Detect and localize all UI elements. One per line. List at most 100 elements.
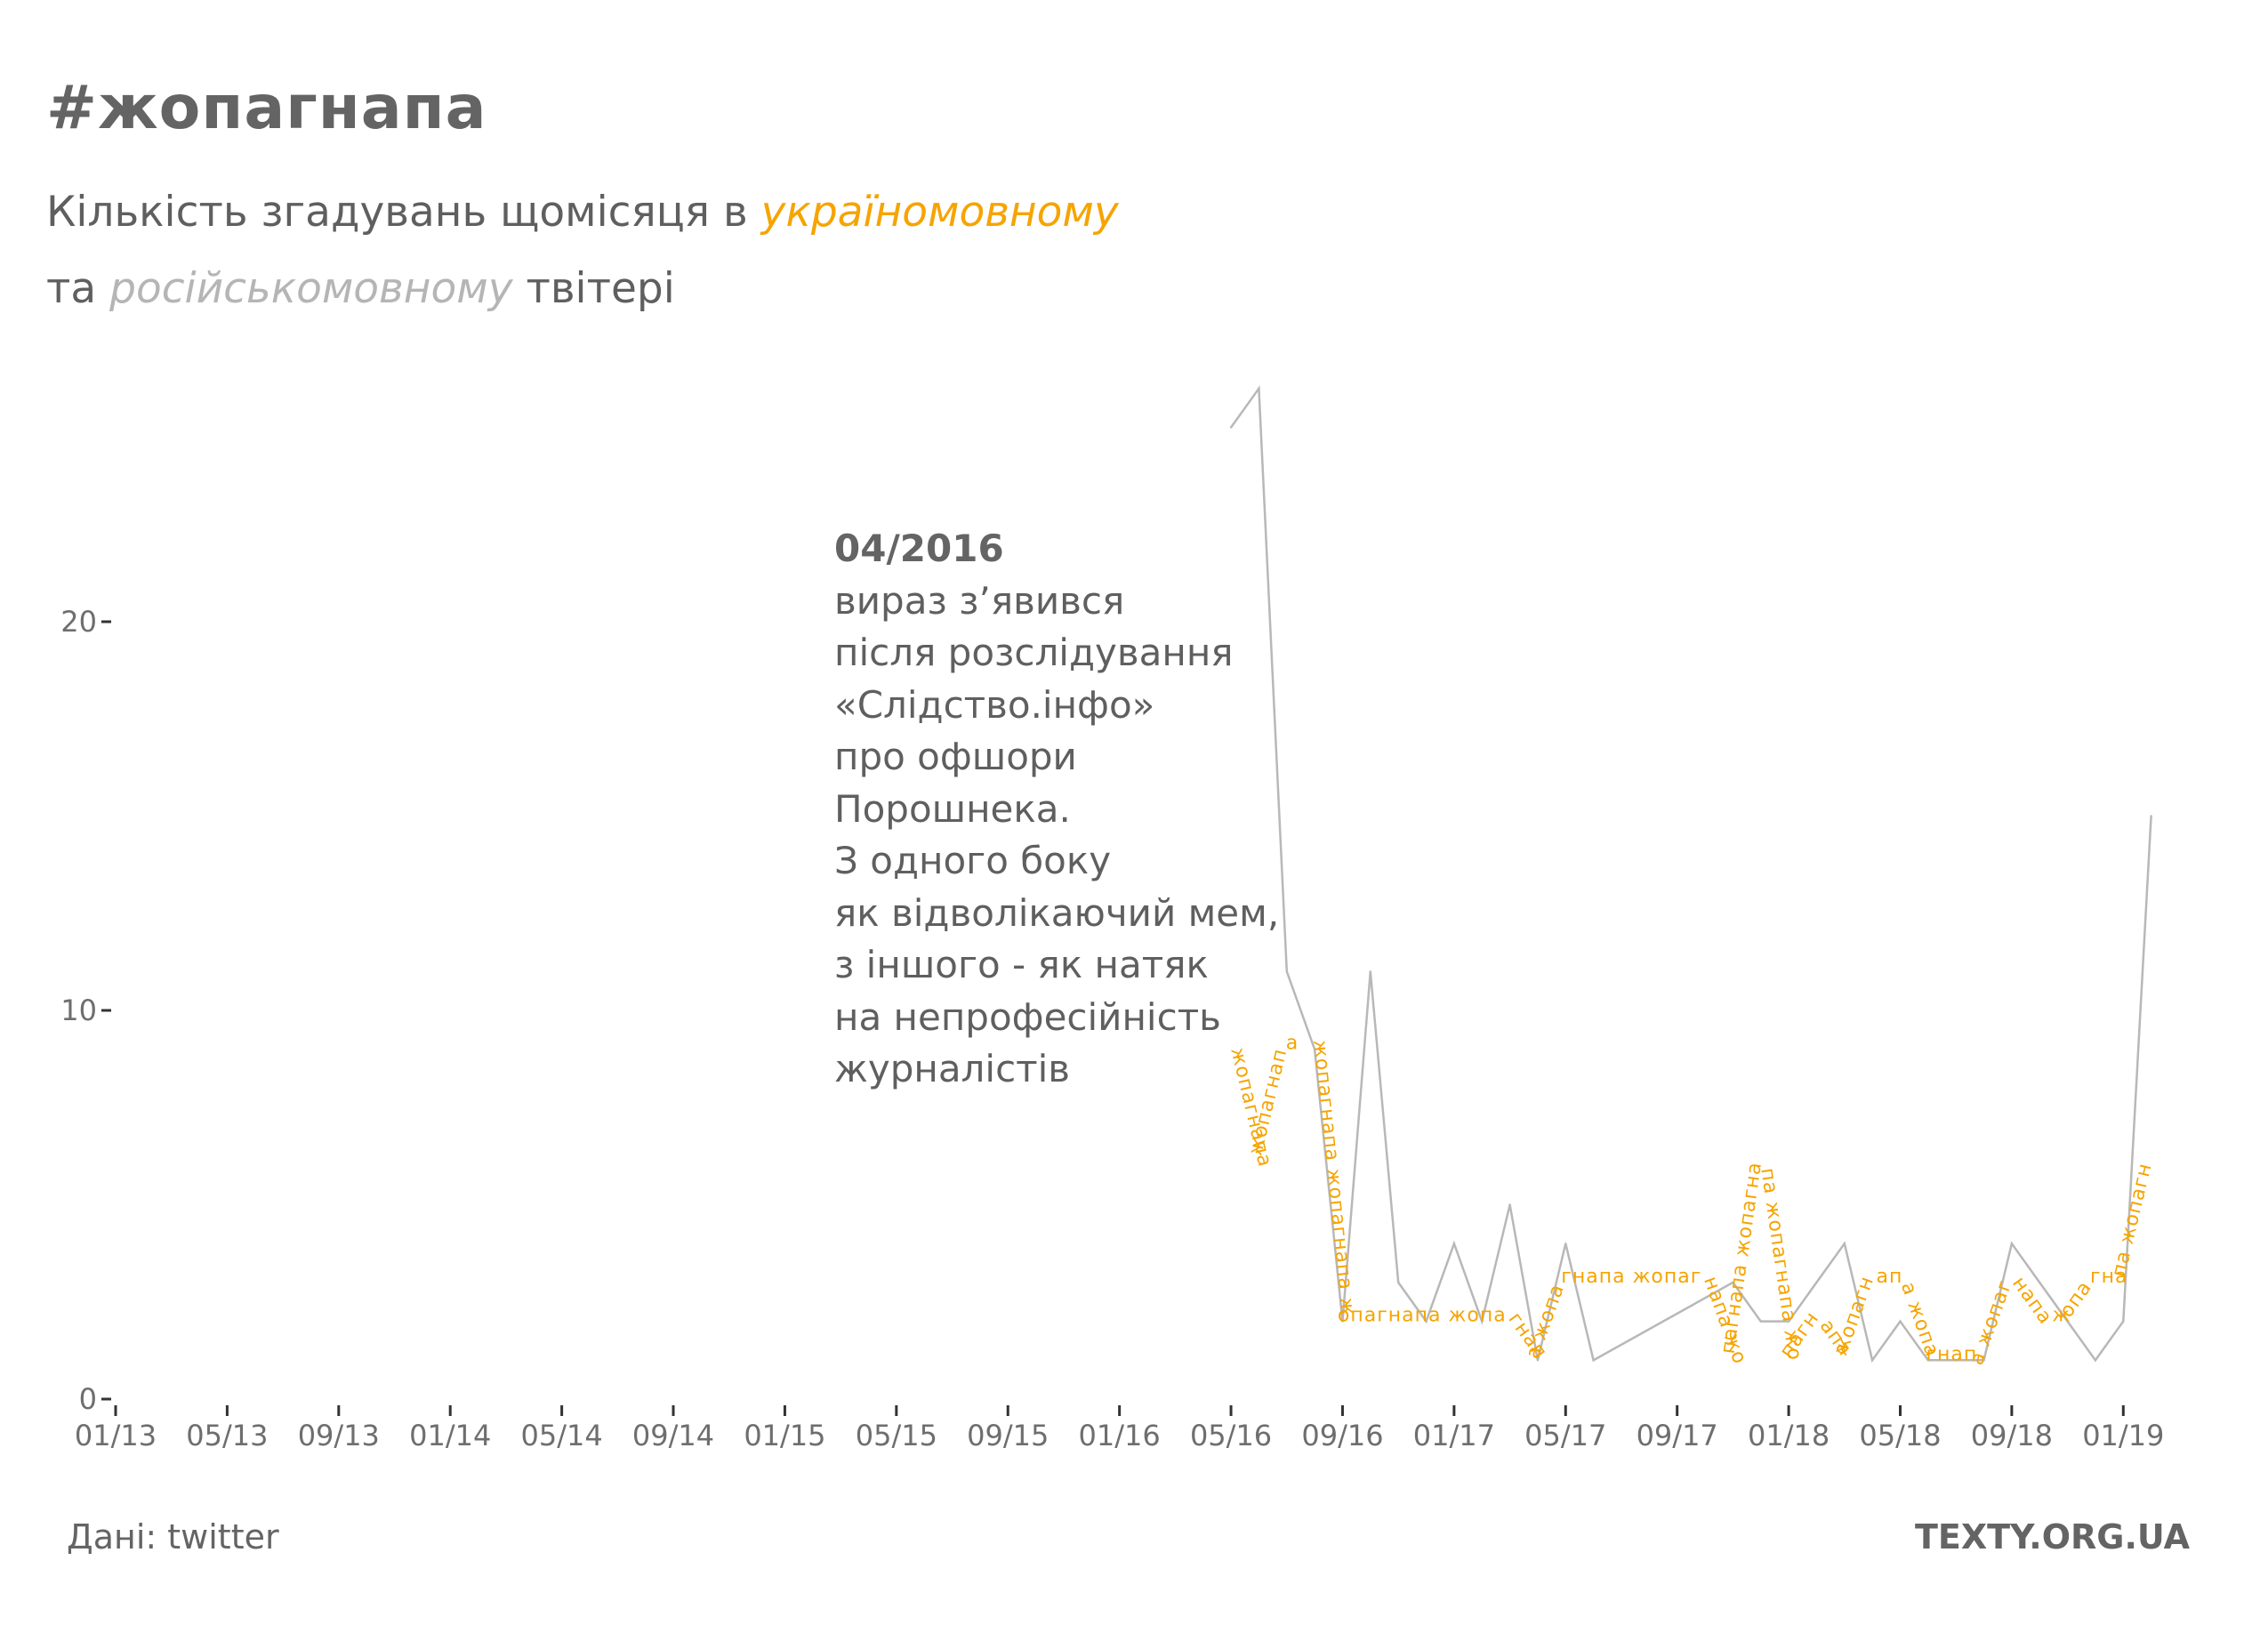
x-axis: 01/13 05/13 09/13 01/14 05/14 09/14 01/15 05/15… xyxy=(75,1405,2164,1452)
data-point-ru xyxy=(1954,1359,1958,1362)
x-tick-label: 09/18 xyxy=(1971,1419,2053,1452)
data-point-ru xyxy=(1870,1359,1874,1362)
annotation-line: як відволікаючий мем, xyxy=(834,890,1280,935)
annotation-line: Порошнека. xyxy=(834,786,1071,831)
data-point-ru xyxy=(1926,1359,1930,1362)
data-point-ru xyxy=(1313,1048,1316,1050)
data-point-ua xyxy=(1983,1360,1985,1362)
data-point-ru xyxy=(1425,1320,1428,1323)
annotation-line: вираз з’явився xyxy=(834,578,1125,623)
data-point-ua xyxy=(1509,1321,1511,1323)
data-point-ru xyxy=(2066,1320,2069,1323)
data-point-ru xyxy=(1899,1320,1902,1323)
data-point-ua xyxy=(1760,1165,1762,1167)
data-point-ru xyxy=(1787,1320,1790,1323)
data-point-ua xyxy=(1900,1282,1902,1283)
data-point-ua xyxy=(1816,1321,1818,1323)
series-line-ru xyxy=(1230,385,2152,1363)
data-point-ru xyxy=(1564,1243,1567,1245)
x-tick-label: 09/14 xyxy=(632,1419,714,1452)
data-point-ru xyxy=(1396,1281,1400,1284)
data-point-ru xyxy=(1536,1359,1540,1362)
y-tick-label: 0 xyxy=(79,1382,97,1416)
x-tick-label: 05/13 xyxy=(186,1419,268,1452)
data-point-ru xyxy=(1592,1359,1595,1362)
x-tick-label: 01/18 xyxy=(1748,1419,1830,1452)
data-point-ua xyxy=(1426,1321,1428,1323)
data-point-ru xyxy=(1452,1243,1456,1245)
data-point-ru xyxy=(2010,1243,2014,1245)
data-point-ua xyxy=(1397,1321,1399,1323)
subtitle-line1-text: Кількість згадувань щомісяця в xyxy=(46,188,761,237)
chart-subtitle: Кількість згадувань щомісяця в україномо… xyxy=(46,174,1119,327)
data-source: Дані: twitter xyxy=(67,1517,279,1557)
data-point-ua xyxy=(1677,1282,1678,1283)
data-point-ru xyxy=(1759,1320,1762,1323)
data-point-ru xyxy=(1481,1320,1484,1323)
annotation-line: на непрофесійність xyxy=(834,994,1221,1039)
data-point-ua xyxy=(1481,1321,1483,1323)
data-point-ua xyxy=(1955,1360,1957,1362)
data-point-ua xyxy=(2067,1321,2069,1323)
x-tick-label: 05/15 xyxy=(856,1419,937,1452)
data-point-ru xyxy=(1369,970,1372,973)
data-point-ru xyxy=(2150,815,2152,817)
y-tick-label: 10 xyxy=(60,993,97,1027)
brand-link[interactable]: TEXTY.ORG.UA xyxy=(1914,1517,2190,1557)
annotation-line: З одного боку xyxy=(834,839,1112,882)
subtitle-line2-prefix: та xyxy=(46,264,110,313)
legend-ua-word: україномовному xyxy=(760,188,1119,237)
data-point-ru xyxy=(1732,1281,1734,1284)
x-tick-label: 05/14 xyxy=(521,1419,603,1452)
data-point-ru xyxy=(1229,426,1233,429)
data-point-ua xyxy=(1537,1360,1539,1362)
y-tick-label: 20 xyxy=(60,605,97,639)
data-point-ua xyxy=(1370,1321,1371,1323)
data-point-ua xyxy=(1844,1360,1846,1362)
data-point-ua xyxy=(1927,1360,1929,1362)
annotation-line: з іншого - як натяк xyxy=(834,943,1209,986)
data-point-ua xyxy=(1788,1360,1789,1362)
subtitle-line-2: та російськомовному твітері xyxy=(46,251,1119,327)
data-point-ua xyxy=(1286,1049,1288,1050)
x-tick-label: 09/17 xyxy=(1637,1419,1718,1452)
x-tick-label: 01/16 xyxy=(1079,1419,1161,1452)
x-tick-label: 01/15 xyxy=(744,1419,825,1452)
data-point-ua xyxy=(2122,1282,2124,1283)
data-point-ua xyxy=(2095,1282,2096,1283)
annotation-line: «Слідство.інфо» xyxy=(834,682,1155,727)
annotation-line: журналістів xyxy=(834,1047,1071,1090)
data-point-ua xyxy=(1649,1282,1651,1283)
data-point-ru xyxy=(1982,1359,1985,1362)
x-tick-label: 01/14 xyxy=(409,1419,491,1452)
data-point-ua xyxy=(1621,1282,1622,1283)
x-tick-label: 05/16 xyxy=(1190,1419,1272,1452)
data-point-ru xyxy=(1341,1320,1344,1323)
data-point-ru xyxy=(1258,387,1260,390)
data-point-ua xyxy=(2011,1282,2013,1283)
data-point-ru xyxy=(1843,1243,1846,1245)
annotation: 04/2016 вираз з’явився після розслідуван… xyxy=(834,523,1279,1096)
annotation-line: про офшори xyxy=(834,735,1077,778)
data-point-ua xyxy=(1342,1321,1344,1323)
y-axis: 0 10 20 xyxy=(60,605,111,1416)
data-point-ru xyxy=(2094,1359,2097,1362)
data-point-ua xyxy=(1704,1282,1706,1283)
x-tick-label: 05/18 xyxy=(1859,1419,1941,1452)
data-point-ru xyxy=(1285,970,1288,973)
data-point-ua xyxy=(1871,1282,1873,1283)
data-point-ua xyxy=(2151,1165,2152,1167)
x-tick-label: 09/13 xyxy=(298,1419,380,1452)
legend-ru-word: російськомовному xyxy=(109,264,513,313)
data-point-ua xyxy=(2039,1321,2040,1323)
data-point-ua xyxy=(1259,1165,1260,1167)
subtitle-line-1: Кількість згадувань щомісяця в україномо… xyxy=(46,174,1119,251)
x-tick-label: 09/16 xyxy=(1301,1419,1383,1452)
x-tick-label: 09/15 xyxy=(967,1419,1049,1452)
annotation-line: після розслідування xyxy=(834,631,1234,674)
x-tick-label: 01/19 xyxy=(2082,1419,2164,1452)
data-point-ua xyxy=(1453,1321,1455,1323)
chart-title: #жопагнапа xyxy=(46,73,487,143)
data-point-ua xyxy=(1314,1049,1315,1050)
